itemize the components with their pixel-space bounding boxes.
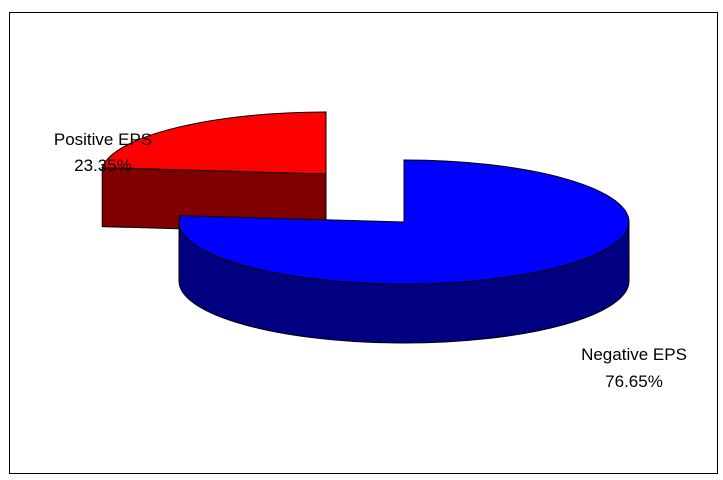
positive-eps-label: Positive EPS [54, 130, 152, 149]
slices-layer [101, 111, 630, 344]
negative-eps-slice [178, 159, 630, 285]
negative-eps-percent: 76.65% [605, 372, 663, 391]
negative-eps-label: Negative EPS [581, 345, 687, 364]
positive-eps-percent: 23.35% [74, 156, 132, 175]
positive-eps-slice [101, 111, 327, 175]
